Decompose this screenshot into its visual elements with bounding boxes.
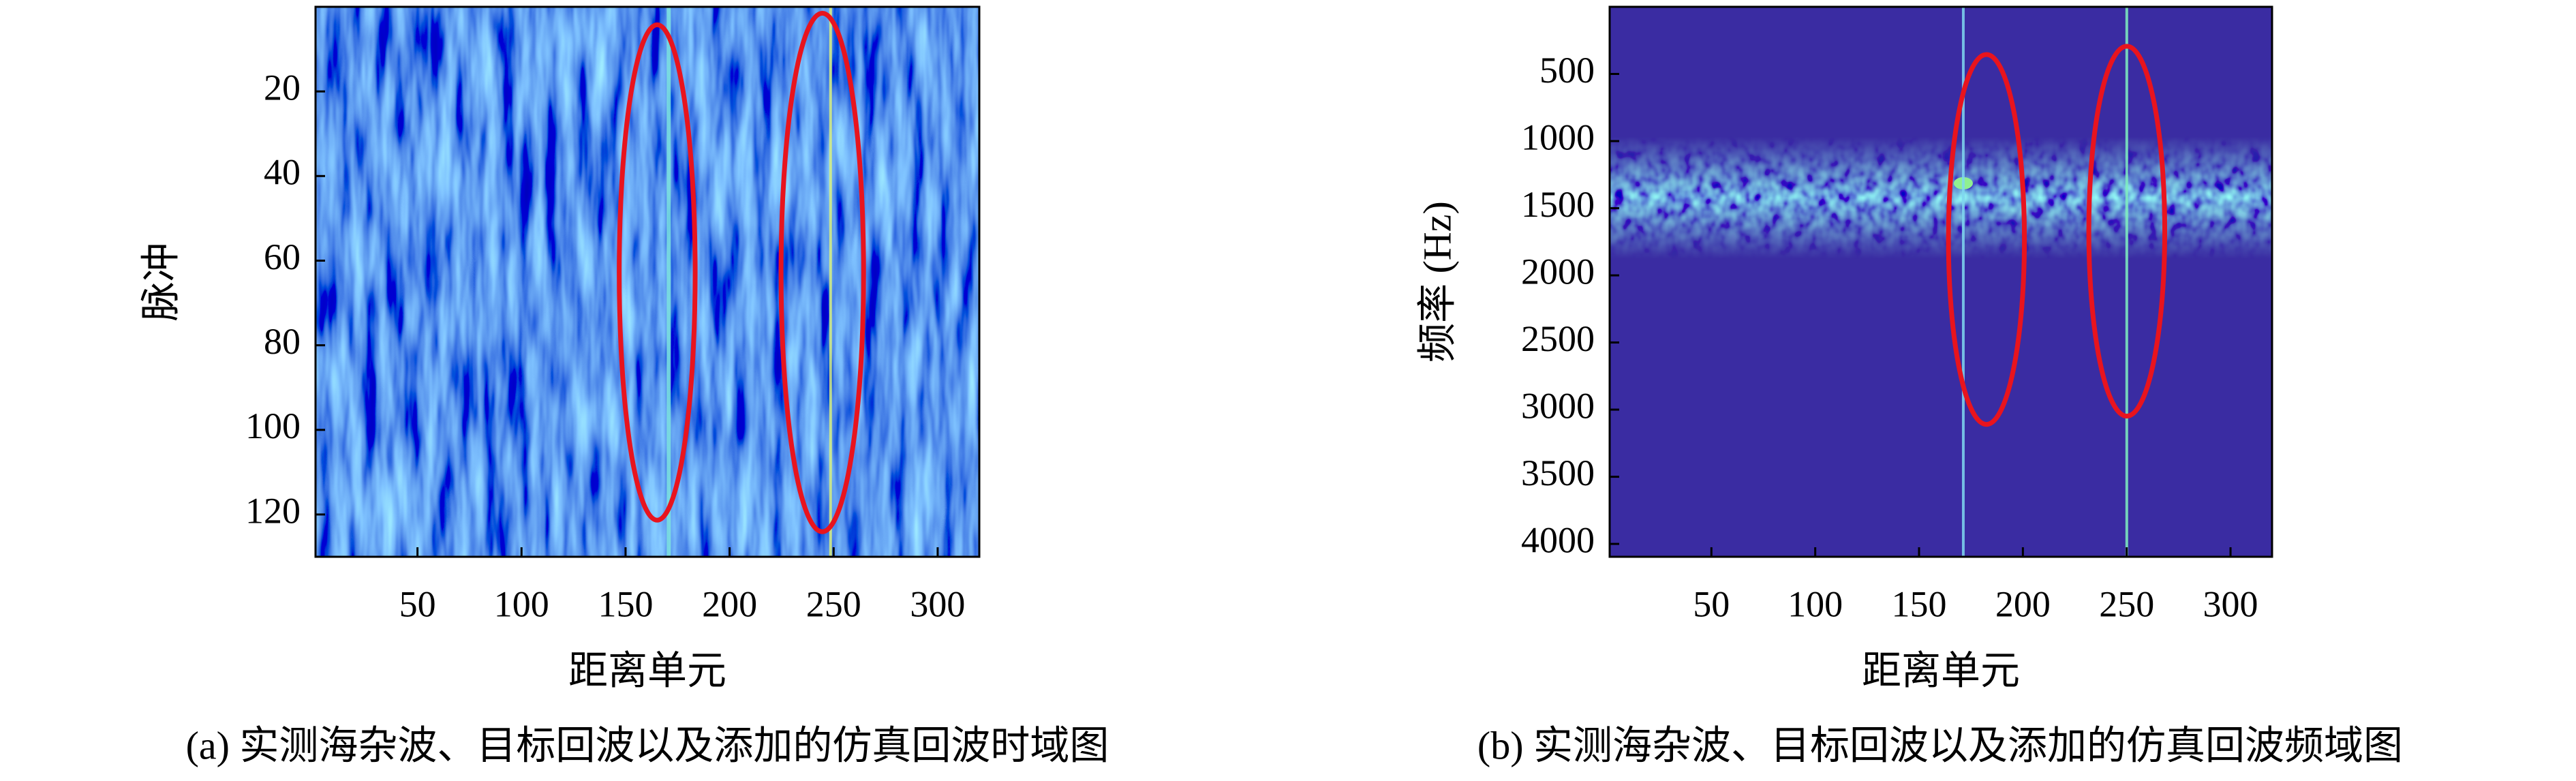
plot-frame	[1608, 5, 2273, 558]
y-axis-label: 频率 (Hz)	[1415, 201, 1459, 363]
y-tick-label: 3000	[1521, 385, 1595, 426]
x-tick-label: 150	[1892, 583, 1947, 624]
x-tick-label: 150	[598, 583, 653, 624]
y-tick-label: 3500	[1521, 453, 1595, 493]
y-tick-label: 120	[245, 490, 301, 531]
y-tick-label: 1000	[1521, 117, 1595, 157]
y-tick-label: 500	[1539, 50, 1595, 91]
clutter-band	[1610, 136, 2272, 259]
y-tick-label: 100	[245, 405, 301, 446]
caption: (a) 实测海杂波、目标回波以及添加的仿真回波时域图	[186, 723, 1109, 767]
highlight-ellipse	[778, 10, 866, 534]
x-tick-label: 50	[399, 583, 436, 624]
y-tick-label: 1500	[1521, 184, 1595, 225]
highlight-ellipse	[2086, 44, 2168, 419]
y-tick-label: 2000	[1521, 251, 1595, 292]
heatmap-texture	[316, 7, 979, 557]
x-tick-label: 100	[494, 583, 549, 624]
highlight-ellipse	[617, 22, 698, 523]
y-tick-label: 4000	[1521, 519, 1595, 560]
x-tick-label: 300	[2203, 583, 2258, 624]
y-tick-label: 80	[264, 321, 301, 362]
x-axis-label: 距离单元	[568, 648, 726, 692]
y-tick-label: 20	[264, 67, 301, 108]
x-tick-label: 250	[806, 583, 861, 624]
x-tick-label: 200	[702, 583, 757, 624]
y-axis-label: 脉冲	[138, 242, 183, 321]
y-tick-label: 2500	[1521, 318, 1595, 359]
x-axis-label: 距离单元	[1862, 648, 2020, 692]
heatmap-field	[1610, 7, 2272, 557]
x-tick-label: 200	[1995, 583, 2051, 624]
x-tick-label: 100	[1788, 583, 1843, 624]
y-tick-label: 40	[264, 152, 301, 193]
x-tick-label: 250	[2099, 583, 2154, 624]
plot-frame	[314, 5, 981, 558]
highlight-ellipse	[1946, 52, 2027, 427]
x-tick-label: 50	[1693, 583, 1730, 624]
caption: (b) 实测海杂波、目标回波以及添加的仿真回波频域图	[1477, 723, 2403, 767]
y-tick-label: 60	[264, 236, 301, 277]
x-tick-label: 300	[910, 583, 965, 624]
